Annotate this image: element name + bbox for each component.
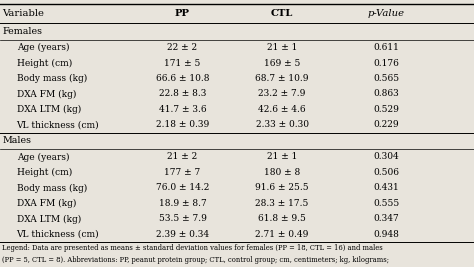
- Text: (PP = 5, CTL = 8). Abbreviations: PP, peanut protein group; CTL, control group; : (PP = 5, CTL = 8). Abbreviations: PP, pe…: [2, 256, 389, 264]
- Text: 28.3 ± 17.5: 28.3 ± 17.5: [255, 199, 309, 208]
- Text: 0.565: 0.565: [373, 74, 400, 83]
- Text: 41.7 ± 3.6: 41.7 ± 3.6: [159, 105, 206, 114]
- Text: 22.8 ± 8.3: 22.8 ± 8.3: [159, 89, 206, 99]
- Text: 0.529: 0.529: [374, 105, 399, 114]
- Text: 21 ± 1: 21 ± 1: [267, 152, 297, 162]
- Text: Height (cm): Height (cm): [17, 168, 72, 177]
- Text: Males: Males: [2, 136, 31, 146]
- Text: Age (years): Age (years): [17, 152, 69, 162]
- Text: Variable: Variable: [2, 9, 45, 18]
- Text: 68.7 ± 10.9: 68.7 ± 10.9: [255, 74, 309, 83]
- Text: 53.5 ± 7.9: 53.5 ± 7.9: [158, 214, 207, 223]
- Text: VL thickness (cm): VL thickness (cm): [17, 230, 99, 239]
- Text: 0.304: 0.304: [374, 152, 399, 162]
- Text: 0.176: 0.176: [374, 58, 399, 68]
- Text: 2.18 ± 0.39: 2.18 ± 0.39: [156, 120, 209, 129]
- Text: 0.431: 0.431: [374, 183, 399, 193]
- Text: Females: Females: [2, 27, 42, 36]
- Text: 0.506: 0.506: [374, 168, 399, 177]
- Text: 76.0 ± 14.2: 76.0 ± 14.2: [156, 183, 209, 193]
- Text: 0.229: 0.229: [374, 120, 399, 129]
- Text: 2.39 ± 0.34: 2.39 ± 0.34: [156, 230, 209, 239]
- Text: CTL: CTL: [271, 9, 293, 18]
- Text: PP: PP: [175, 9, 190, 18]
- Text: 0.347: 0.347: [374, 214, 399, 223]
- Text: DXA LTM (kg): DXA LTM (kg): [17, 105, 81, 114]
- Text: 18.9 ± 8.7: 18.9 ± 8.7: [159, 199, 206, 208]
- Text: DXA LTM (kg): DXA LTM (kg): [17, 214, 81, 223]
- Text: 61.8 ± 9.5: 61.8 ± 9.5: [258, 214, 306, 223]
- Text: 171 ± 5: 171 ± 5: [164, 58, 201, 68]
- Text: 21 ± 1: 21 ± 1: [267, 43, 297, 52]
- Text: 22 ± 2: 22 ± 2: [167, 43, 198, 52]
- Text: 2.71 ± 0.49: 2.71 ± 0.49: [255, 230, 309, 239]
- Text: Body mass (kg): Body mass (kg): [17, 183, 87, 193]
- Text: DXA FM (kg): DXA FM (kg): [17, 199, 76, 208]
- Text: DXA FM (kg): DXA FM (kg): [17, 89, 76, 99]
- Text: 91.6 ± 25.5: 91.6 ± 25.5: [255, 183, 309, 193]
- Text: Body mass (kg): Body mass (kg): [17, 74, 87, 83]
- Text: 0.611: 0.611: [374, 43, 399, 52]
- Text: p-Value: p-Value: [368, 9, 405, 18]
- Text: 180 ± 8: 180 ± 8: [264, 168, 300, 177]
- Text: 169 ± 5: 169 ± 5: [264, 58, 300, 68]
- Text: 0.555: 0.555: [373, 199, 400, 208]
- Text: Height (cm): Height (cm): [17, 58, 72, 68]
- Text: 23.2 ± 7.9: 23.2 ± 7.9: [258, 89, 306, 99]
- Text: 21 ± 2: 21 ± 2: [167, 152, 198, 162]
- Text: 0.948: 0.948: [374, 230, 399, 239]
- Text: 2.33 ± 0.30: 2.33 ± 0.30: [255, 120, 309, 129]
- Text: 42.6 ± 4.6: 42.6 ± 4.6: [258, 105, 306, 114]
- Text: Legend: Data are presented as means ± standard deviation values for females (PP : Legend: Data are presented as means ± st…: [2, 244, 383, 252]
- Text: 0.863: 0.863: [374, 89, 399, 99]
- Text: 66.6 ± 10.8: 66.6 ± 10.8: [156, 74, 209, 83]
- Text: Age (years): Age (years): [17, 43, 69, 52]
- Text: 177 ± 7: 177 ± 7: [164, 168, 201, 177]
- Text: VL thickness (cm): VL thickness (cm): [17, 120, 99, 129]
